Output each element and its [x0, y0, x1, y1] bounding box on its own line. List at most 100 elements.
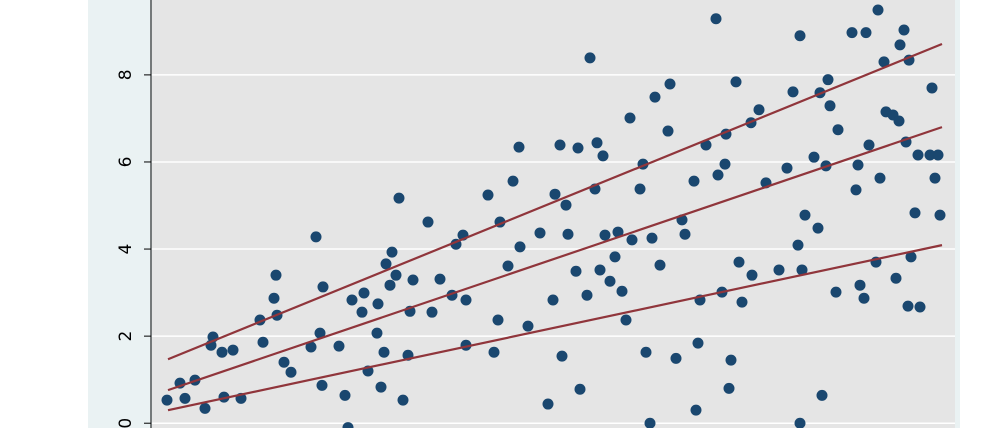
- fit-line: [167, 244, 943, 412]
- point: [792, 239, 804, 251]
- point: [554, 139, 566, 151]
- grid: [152, 74, 955, 424]
- point: [386, 246, 398, 258]
- point: [310, 231, 322, 243]
- point: [562, 228, 574, 240]
- point: [426, 306, 438, 318]
- point: [794, 417, 806, 428]
- point: [646, 232, 658, 244]
- point: [556, 350, 568, 362]
- point: [824, 100, 836, 112]
- point: [620, 314, 632, 326]
- point: [216, 346, 228, 358]
- point: [346, 294, 358, 306]
- point: [812, 222, 824, 234]
- y-tick-label: 4: [116, 244, 136, 255]
- y-tick-label: 2: [116, 331, 136, 342]
- point: [384, 279, 396, 291]
- point: [514, 241, 526, 253]
- point: [640, 346, 652, 358]
- fit-line: [167, 126, 943, 392]
- point: [863, 139, 875, 151]
- point: [794, 30, 806, 42]
- point: [816, 389, 828, 401]
- point: [227, 344, 239, 356]
- point: [649, 91, 661, 103]
- point: [358, 287, 370, 299]
- point: [725, 354, 737, 366]
- point: [898, 24, 910, 36]
- point: [626, 234, 638, 246]
- point: [422, 216, 434, 228]
- point: [905, 251, 917, 263]
- point: [872, 4, 884, 16]
- point: [644, 417, 656, 428]
- point: [893, 115, 905, 127]
- point: [597, 150, 609, 162]
- point: [179, 392, 191, 404]
- point: [934, 209, 946, 221]
- point: [874, 172, 886, 184]
- point: [397, 394, 409, 406]
- point: [690, 404, 702, 416]
- point: [594, 264, 606, 276]
- point: [492, 314, 504, 326]
- point: [932, 149, 944, 161]
- point: [591, 137, 603, 149]
- point: [482, 189, 494, 201]
- point: [257, 336, 269, 348]
- point: [914, 301, 926, 313]
- point: [549, 188, 561, 200]
- point: [664, 78, 676, 90]
- point: [372, 298, 384, 310]
- point: [604, 275, 616, 287]
- point: [662, 125, 674, 137]
- point: [616, 285, 628, 297]
- point: [852, 159, 864, 171]
- point: [822, 74, 834, 86]
- point: [570, 265, 582, 277]
- point: [723, 382, 735, 394]
- point: [799, 209, 811, 221]
- point: [581, 289, 593, 301]
- point: [522, 320, 534, 332]
- point: [634, 183, 646, 195]
- point: [390, 269, 402, 281]
- point: [407, 274, 419, 286]
- point: [736, 296, 748, 308]
- point: [507, 175, 519, 187]
- point: [781, 162, 793, 174]
- point: [270, 269, 282, 281]
- point: [832, 124, 844, 136]
- point: [926, 82, 938, 94]
- point: [878, 56, 890, 68]
- point: [796, 264, 808, 276]
- point: [285, 366, 297, 378]
- point: [584, 52, 596, 64]
- point: [712, 169, 724, 181]
- point: [902, 300, 914, 312]
- point: [746, 269, 758, 281]
- point: [513, 141, 525, 153]
- point: [890, 272, 902, 284]
- fit-line: [167, 42, 943, 361]
- point: [339, 389, 351, 401]
- point: [860, 27, 872, 39]
- point: [710, 13, 722, 25]
- point: [278, 356, 290, 368]
- point: [773, 264, 785, 276]
- point: [199, 402, 211, 414]
- point: [434, 273, 446, 285]
- point: [753, 104, 765, 116]
- point: [560, 199, 572, 211]
- point: [317, 281, 329, 293]
- point: [314, 327, 326, 339]
- point: [912, 149, 924, 161]
- point: [719, 158, 731, 170]
- point: [333, 340, 345, 352]
- marks: [161, 4, 946, 428]
- point: [268, 292, 280, 304]
- point: [733, 256, 745, 268]
- point: [730, 76, 742, 88]
- point: [909, 207, 921, 219]
